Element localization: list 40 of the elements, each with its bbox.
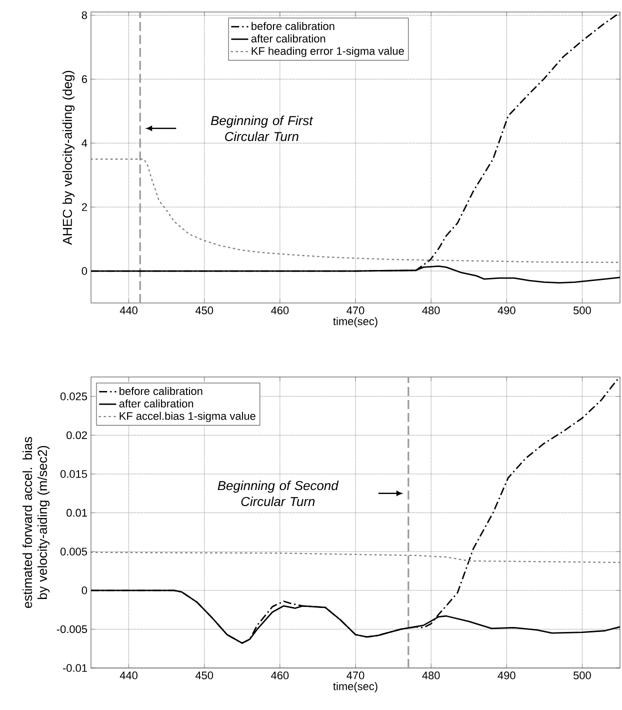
x-tick-label: 490 <box>498 306 516 314</box>
legend-label: before calibration <box>120 386 202 396</box>
x-tick-label: 490 <box>498 672 516 680</box>
legend-label: after calibration <box>119 399 194 408</box>
x-tick-label: 460 <box>271 306 289 314</box>
x-tick-label: 440 <box>120 306 138 314</box>
x-tick-label: 500 <box>574 672 591 680</box>
x-tick-label: 440 <box>120 672 138 680</box>
y-tick-label: 6 <box>82 75 87 84</box>
x-tick-label: 500 <box>574 306 591 314</box>
line-series <box>91 552 620 564</box>
y-tick-label: 0.01 <box>66 508 87 517</box>
x-tick-label: 450 <box>195 306 214 314</box>
y-tick-label: 2 <box>82 203 87 211</box>
y-tick-label: -0.01 <box>62 664 87 672</box>
y-tick-label: 0.015 <box>60 470 88 478</box>
x-tick-label: 480 <box>422 672 440 680</box>
x-axis-title: time(sec) <box>333 317 378 328</box>
legend-label: KF accel.bias 1-sigma value <box>120 412 256 422</box>
y-tick-label: -0.005 <box>56 625 88 634</box>
y-tick-label: 4 <box>82 139 88 147</box>
x-tick-label: 470 <box>346 672 364 680</box>
annotation: Beginning of First Circular Turn <box>210 116 314 142</box>
x-tick-label: 480 <box>422 306 440 314</box>
y-tick-label: 8 <box>82 11 87 20</box>
y-axis-title: estimated forward accel. bias by velocity-aiding (m/sec2) <box>22 436 50 608</box>
x-tick-label: 470 <box>346 306 364 314</box>
x-tick-label: 460 <box>271 672 289 680</box>
y-tick-label: 0.025 <box>60 392 88 400</box>
x-tick-label: 450 <box>195 672 214 680</box>
y-tick-label: 0 <box>82 586 88 594</box>
y-tick-label: 0.005 <box>60 548 88 556</box>
y-tick-label: 0.02 <box>66 431 87 440</box>
legend-label: before calibration <box>252 22 334 30</box>
y-axis-title: AHEC by velocity-aiding (deg) <box>62 70 75 245</box>
y-tick-label: 0 <box>82 267 88 275</box>
annotation: Beginning of Second Circular Turn <box>218 480 339 506</box>
legend-label: after calibration <box>251 34 326 42</box>
legend-label: KF heading error 1-sigma value <box>252 46 404 58</box>
x-axis-title: time(sec) <box>333 682 378 692</box>
